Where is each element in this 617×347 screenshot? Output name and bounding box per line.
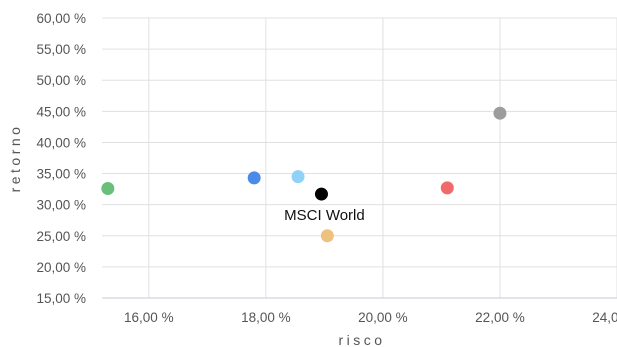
- data-points: [101, 106, 507, 243]
- data-point: [101, 181, 115, 195]
- point-label: MSCI World: [284, 207, 365, 224]
- y-tick-label: 55,00 %: [36, 42, 86, 57]
- y-axis-title: retorno: [7, 124, 23, 193]
- y-tick-label: 35,00 %: [36, 167, 86, 182]
- y-tick-label: 40,00 %: [36, 135, 86, 150]
- x-tick-labels: 16,00 % 18,00 % 20,00 % 22,00 % 24,00 %: [124, 310, 617, 325]
- x-tick-label: 22,00 %: [475, 310, 525, 325]
- data-point: [314, 187, 328, 201]
- y-tick-label: 15,00 %: [36, 291, 86, 306]
- grid-lines: [102, 17, 617, 298]
- data-point: [247, 171, 261, 185]
- data-point: [320, 229, 334, 243]
- data-point: [440, 181, 454, 195]
- x-tick-label: 18,00 %: [241, 310, 291, 325]
- y-tick-label: 60,00 %: [36, 11, 86, 26]
- y-tick-label: 50,00 %: [36, 73, 86, 88]
- y-tick-label: 20,00 %: [36, 260, 86, 275]
- x-axis-title: risco: [338, 332, 385, 347]
- y-tick-labels: 15,00 % 20,00 % 25,00 % 30,00 % 35,00 % 40,00…: [36, 11, 86, 306]
- x-tick-label: 20,00 %: [358, 310, 408, 325]
- y-tick-label: 30,00 %: [36, 198, 86, 213]
- data-point: [493, 106, 507, 120]
- data-point: [291, 170, 305, 184]
- point-labels: MSCI World: [284, 207, 365, 224]
- x-tick-label: 16,00 %: [124, 310, 174, 325]
- y-tick-label: 25,00 %: [36, 229, 86, 244]
- x-tick-label: 24,00 %: [592, 310, 617, 325]
- y-tick-label: 45,00 %: [36, 104, 86, 119]
